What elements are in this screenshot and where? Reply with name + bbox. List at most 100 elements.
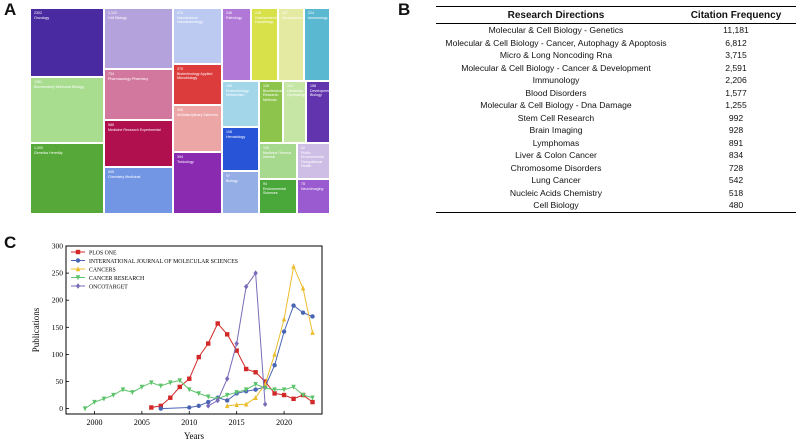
treemap-tile-envsci: 94 Environmental Sciences bbox=[259, 179, 297, 214]
research-direction-cell: Blood Disorders bbox=[525, 87, 587, 98]
legend-label: ONCOTARGET bbox=[89, 284, 128, 290]
y-tick-label: 50 bbox=[56, 377, 64, 386]
legend-label: CANCER RESEARCH bbox=[89, 276, 145, 282]
research-direction-cell: Brain Imaging bbox=[529, 125, 583, 135]
treemap-tile-label: Developmental Biology bbox=[310, 89, 329, 98]
treemap-tile-medres: 585 Medicine Research Experimental bbox=[104, 120, 173, 167]
treemap-tile-label: Neuroimaging bbox=[301, 187, 324, 192]
table-row: Liver & Colon Cancer 834 bbox=[436, 149, 796, 162]
treemap-tile-immuno: 224 Immunology bbox=[304, 8, 330, 81]
x-tick-label: 2005 bbox=[134, 418, 150, 427]
data-point bbox=[300, 310, 306, 315]
panel-label-b: B bbox=[398, 0, 411, 19]
data-point bbox=[300, 392, 306, 398]
treemap-tile-biology: 97 Biology bbox=[222, 171, 259, 214]
data-point bbox=[234, 390, 239, 396]
treemap-tile-label: Hematology bbox=[226, 135, 246, 140]
treemap-tile-neuro: 237 Neurosciences bbox=[278, 8, 304, 81]
table-row: Molecular & Cell Biology - Genetics 11,18… bbox=[436, 24, 796, 37]
treemap-tile-label: Oncology bbox=[34, 16, 50, 21]
treemap-tile-label: Biotechnology Applied Microbiology bbox=[177, 72, 213, 81]
treemap-tile-nano: 374 Nanoscience Nanotechnology bbox=[173, 8, 222, 64]
data-point bbox=[253, 387, 258, 392]
data-point bbox=[187, 405, 192, 410]
treemap-tile-neuroimg: 78 Neuroimaging bbox=[297, 179, 330, 214]
data-point bbox=[224, 398, 230, 403]
data-point bbox=[75, 249, 81, 255]
citation-frequency-cell: 2,591 bbox=[725, 62, 747, 73]
citation-frequency-cell: 992 bbox=[728, 112, 744, 123]
data-point bbox=[224, 392, 230, 398]
table-row: Stem Cell Research 992 bbox=[436, 112, 796, 125]
treemap-tile-count: 396 bbox=[177, 108, 183, 112]
treemap-tile-label: Multidisciplinary Sciences bbox=[177, 113, 218, 118]
treemap-tile-label: Neurosciences bbox=[282, 16, 304, 21]
legend-label: INTERNATIONAL JOURNAL OF MOLECULAR SCIEN… bbox=[89, 259, 238, 265]
data-point bbox=[310, 395, 315, 401]
data-point bbox=[253, 270, 258, 276]
research-direction-cell: Lymphomas bbox=[532, 137, 580, 148]
data-point bbox=[75, 258, 81, 263]
treemap: 2302 Oncology 1281 Biochemistry Molecular B… bbox=[30, 8, 330, 214]
table-header-row: Research Directions Citation Frequency bbox=[436, 6, 796, 24]
treemap-tile-count: 82 bbox=[301, 146, 305, 150]
series-line bbox=[151, 322, 313, 408]
x-tick-label: 2010 bbox=[181, 418, 197, 427]
data-point bbox=[281, 392, 287, 398]
series-line bbox=[207, 271, 266, 407]
data-point bbox=[272, 387, 277, 393]
header-research-directions: Research Directions bbox=[436, 6, 676, 24]
data-point bbox=[206, 403, 211, 409]
data-point bbox=[224, 375, 230, 382]
citation-table: Research Directions Citation Frequency M… bbox=[436, 6, 796, 213]
treemap-tile-label: Biochemistry Molecular Biology bbox=[34, 85, 84, 90]
y-axis-label: Publications bbox=[31, 307, 41, 352]
treemap-tile-hemat: 108 Hematology bbox=[222, 127, 259, 171]
data-point bbox=[196, 354, 201, 360]
y-tick-label: 200 bbox=[52, 296, 64, 305]
treemap-tile-count: 248 bbox=[255, 11, 261, 15]
treemap-tile-label: Medicine Research Experimental bbox=[108, 128, 161, 133]
research-direction-cell: Chromosome Disorders bbox=[510, 162, 602, 173]
treemap-tile-label: Chemistry Medicinal bbox=[108, 175, 141, 180]
treemap-tile-biochem: 1281 Biochemistry Molecular Biology bbox=[30, 77, 104, 143]
treemap-tile-pharma: 734 Pharmacology Pharmacy bbox=[104, 69, 173, 120]
treemap-tile-endo: 190 Endocrinology Metabolism bbox=[222, 81, 259, 127]
treemap-tile-count: 94 bbox=[263, 182, 267, 186]
table-row: Nucleic Acids Chemistry 518 bbox=[436, 187, 796, 200]
data-point bbox=[300, 285, 306, 291]
treemap-tile-genetics: 1,000 Genetics Heredity bbox=[30, 143, 104, 214]
data-point bbox=[291, 303, 296, 308]
treemap-tile-multi: 396 Multidisciplinary Sciences bbox=[173, 105, 222, 152]
treemap-tile-count: 237 bbox=[282, 11, 288, 15]
research-direction-cell: Cell Biology bbox=[436, 199, 676, 213]
data-point bbox=[139, 384, 145, 390]
table-row: Molecular & Cell Biology - Dna Damage 1,2… bbox=[436, 99, 796, 112]
x-tick-label: 2020 bbox=[276, 418, 292, 427]
data-point bbox=[158, 403, 164, 409]
treemap-tile-devbio: 158Developmental Biology bbox=[306, 81, 330, 143]
data-point bbox=[281, 329, 287, 334]
y-tick-label: 250 bbox=[52, 269, 64, 278]
data-point bbox=[291, 263, 296, 269]
data-point bbox=[149, 380, 154, 386]
data-point bbox=[206, 394, 211, 400]
data-point bbox=[234, 401, 239, 407]
citation-frequency-cell: 518 bbox=[728, 187, 744, 198]
research-direction-cell: Molecular & Cell Biology - Dna Damage bbox=[480, 100, 632, 110]
legend-label: CANCERS bbox=[89, 267, 116, 273]
data-point bbox=[224, 403, 230, 409]
research-direction-cell: Liver & Colon Cancer bbox=[515, 150, 597, 160]
treemap-tile-label: Gastroenterology Hepatology bbox=[255, 16, 277, 25]
treemap-tile-label: Nanoscience Nanotechnology bbox=[177, 16, 203, 25]
treemap-tile-obstet: 114 Obstetrics Gynecology bbox=[283, 81, 306, 143]
data-point bbox=[253, 394, 258, 400]
treemap-tile-count: 734 bbox=[108, 72, 114, 76]
treemap-tile-label: Pharmacology Pharmacy bbox=[108, 77, 149, 82]
series-line bbox=[227, 264, 313, 407]
treemap-tile-label: Endocrinology Metabolism bbox=[226, 89, 249, 98]
research-direction-cell: Molecular & Cell Biology - Genetics bbox=[488, 25, 624, 35]
data-point bbox=[272, 351, 277, 357]
treemap-tile-toxic: 394 Toxicology bbox=[173, 152, 222, 214]
treemap-tile-count: 394 bbox=[177, 155, 183, 159]
